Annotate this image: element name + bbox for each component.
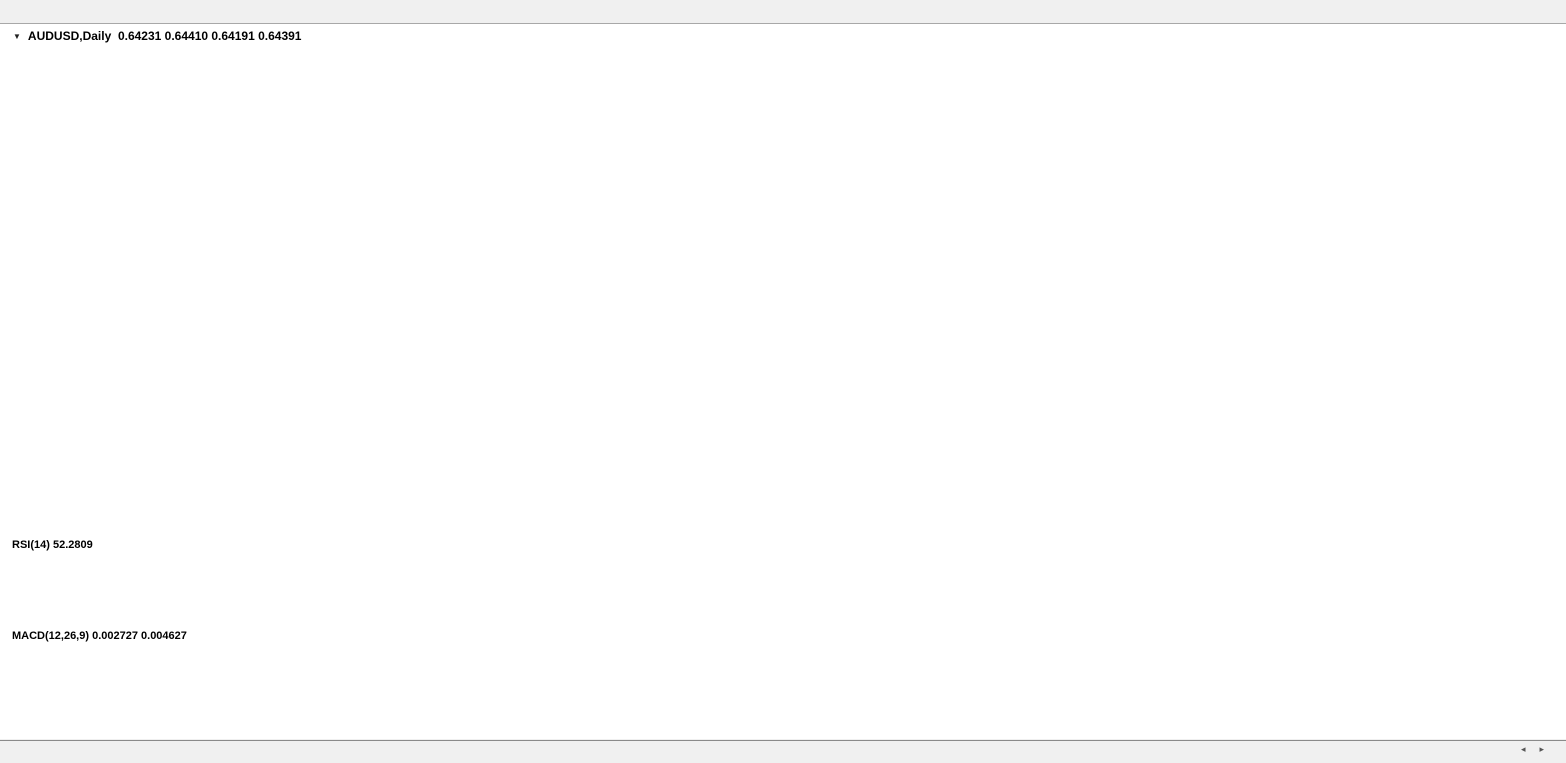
- price-chart-canvas[interactable]: [0, 24, 1566, 739]
- chart-ohlc-values: 0.64231 0.64410 0.64191 0.64391: [117, 29, 302, 43]
- chart-menu-icon[interactable]: ▼: [13, 32, 21, 41]
- chart-window: ▼ AUDUSD,Daily 0.64231 0.64410 0.64191 0.…: [0, 24, 1566, 739]
- tab-scroll-arrows[interactable]: ◂▸: [1521, 744, 1558, 755]
- chart-tab-bar: [0, 740, 1566, 763]
- timeframe-toolbar: [0, 0, 1566, 24]
- chart-symbol-label: AUDUSD,Daily: [27, 29, 112, 43]
- tab-scroll-right-icon[interactable]: ▸: [1539, 744, 1558, 754]
- chart-title: ▼ AUDUSD,Daily 0.64231 0.64410 0.64191 0.…: [13, 29, 301, 43]
- rsi-indicator-label: RSI(14) 52.2809: [12, 539, 93, 551]
- tab-scroll-left-icon[interactable]: ◂: [1520, 744, 1540, 754]
- macd-indicator-label: MACD(12,26,9) 0.002727 0.004627: [12, 630, 187, 642]
